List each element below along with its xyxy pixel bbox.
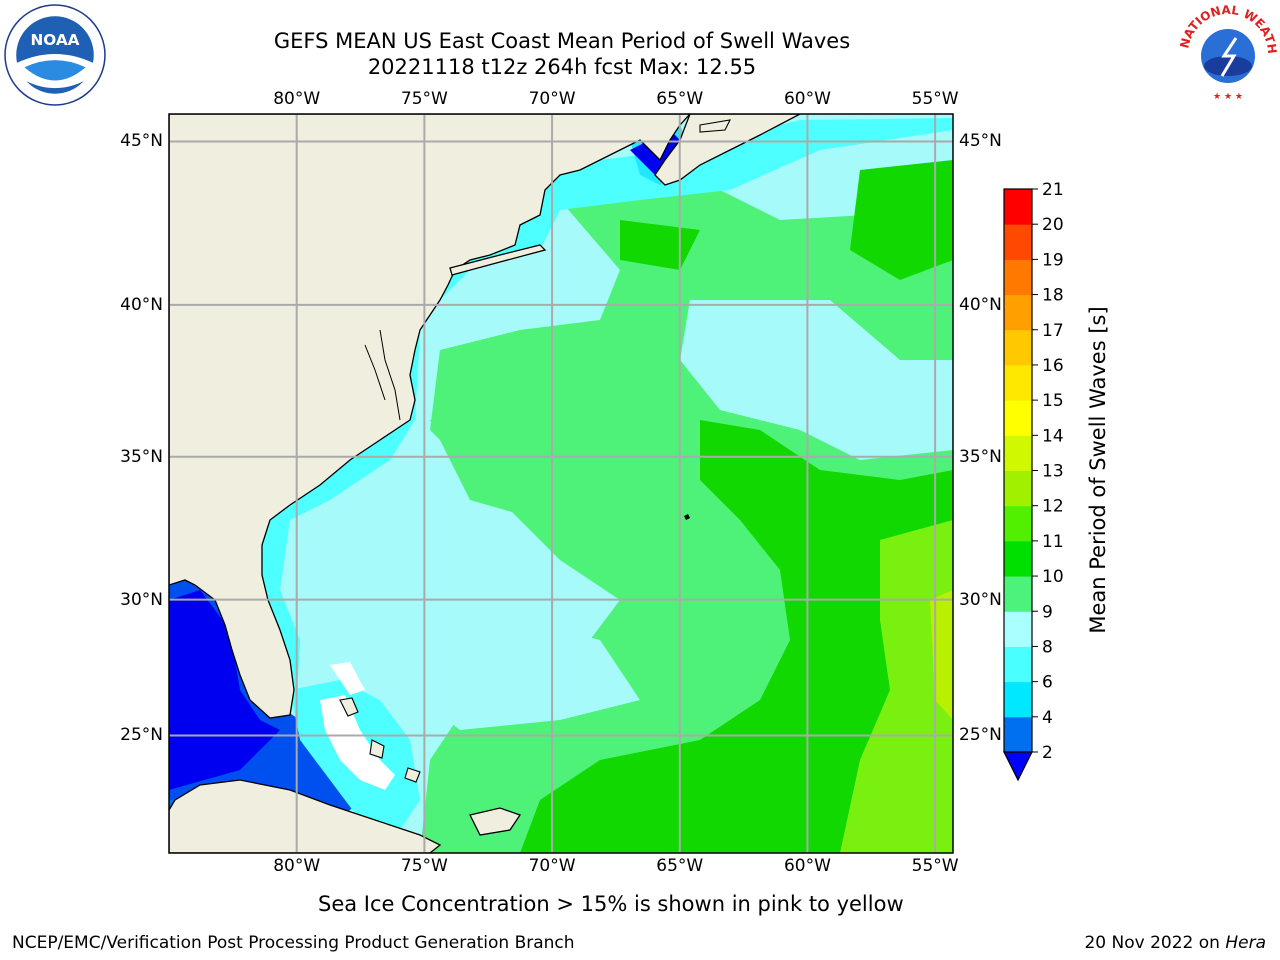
lat-label-right: 40°N: [959, 294, 1002, 315]
colorbar-swatch: [1004, 329, 1032, 366]
land-bahamas: [369, 739, 385, 759]
swell-region-yellowgreen: [840, 520, 953, 853]
colorbar-swatch: [1004, 364, 1032, 401]
swell-region-darkblue: [169, 590, 280, 790]
land-pei: [699, 119, 731, 133]
colorbar-tick-label: 9: [1042, 602, 1053, 622]
colorbar-swatch: [1004, 611, 1032, 647]
colorbar-tick-label: 14: [1042, 426, 1064, 446]
chesapeake-bay: [364, 329, 401, 421]
colorbar: 2 4 6 8 9 10 11 12 13 14 15 16 17 18 19 20 21: [1003, 180, 1064, 782]
colorbar-swatch: [1004, 716, 1032, 753]
lon-label-bottom: 80°W: [273, 856, 321, 876]
colorbar-extend-triangle: [1003, 751, 1033, 782]
swell-region-green: [430, 400, 650, 560]
land-north-america: [169, 114, 691, 719]
footer-branch: NCEP/EMC/Verification Post Processing Pr…: [12, 933, 575, 953]
colorbar-swatch: [1004, 470, 1032, 507]
lon-label-top: 60°W: [783, 89, 831, 109]
colorbar-swatch: [1004, 189, 1032, 225]
colorbar-swatch: [1004, 400, 1032, 436]
swell-region-strong: [520, 420, 953, 853]
colorbar-tick-label: 10: [1042, 567, 1064, 587]
colorbar-swatch: [1004, 259, 1032, 296]
map-frame: [168, 113, 954, 854]
svg-text:★ ★ ★: ★ ★ ★: [1213, 92, 1243, 102]
lon-label-bottom: 75°W: [400, 856, 448, 876]
nws-logo: NATIONAL WEATHER SERVICE ★ ★ ★: [1178, 4, 1278, 102]
lat-label-right: 45°N: [959, 131, 1002, 152]
colorbar-swatch: [1004, 435, 1032, 471]
lon-label-bottom: 65°W: [656, 856, 704, 876]
colorbar-tick-label: 6: [1042, 673, 1053, 693]
lon-label-bottom: 55°W: [911, 856, 959, 876]
map-subtitle: 20221118 t12z 264h fcst Max: 12.55: [367, 55, 757, 79]
colorbar-swatch: [1004, 681, 1032, 718]
colorbar-swatch: [1004, 294, 1032, 331]
graticule: [169, 114, 953, 853]
lat-label-left: 30°N: [120, 589, 163, 610]
lat-label-left: 45°N: [120, 131, 163, 152]
colorbar-tick-label: 21: [1042, 180, 1064, 200]
lat-label-left: 35°N: [120, 446, 163, 467]
lat-label-left: 25°N: [120, 725, 163, 746]
colorbar-tick-label: 17: [1042, 321, 1064, 341]
colorbar-tick-label: 15: [1042, 391, 1064, 411]
swell-region-green: [680, 300, 953, 460]
lon-label-top: 75°W: [400, 89, 448, 109]
land-hispaniola: [469, 807, 522, 836]
no-data-area: [330, 662, 365, 695]
colorbar-swatch: [1004, 540, 1032, 577]
land-bahamas: [404, 767, 421, 783]
colorbar-tick-label: 2: [1042, 743, 1053, 763]
lon-label-top: 65°W: [656, 89, 704, 109]
land-bahamas: [339, 697, 359, 717]
bermuda: [684, 514, 690, 520]
lat-label-right: 25°N: [959, 725, 1002, 746]
no-data-area: [320, 695, 395, 790]
colorbar-swatch: [1004, 224, 1032, 260]
colorbar-swatch: [1004, 646, 1032, 683]
lon-label-top: 80°W: [273, 89, 321, 109]
footer-date: 20 Nov 2022 on Hera: [1084, 933, 1266, 953]
colorbar-tick-label: 19: [1042, 250, 1064, 270]
svg-text:NOAA: NOAA: [30, 31, 79, 49]
colorbar-tick-label: 4: [1042, 708, 1053, 728]
colorbar-tick-label: 18: [1042, 286, 1064, 306]
colorbar-tick-label: 8: [1042, 637, 1053, 657]
lon-label-bottom: 70°W: [528, 856, 576, 876]
lon-label-top: 55°W: [911, 89, 959, 109]
map-title: GEFS MEAN US East Coast Mean Period of S…: [273, 29, 851, 53]
colorbar-swatch: [1004, 576, 1032, 612]
sea-ice-note: Sea Ice Concentration > 15% is shown in …: [318, 892, 904, 916]
colorbar-title: Mean Period of Swell Waves [s]: [1086, 306, 1110, 634]
colorbar-swatch: [1004, 505, 1032, 542]
colorbar-tick-label: 11: [1042, 532, 1064, 552]
lon-label-bottom: 60°W: [783, 856, 831, 876]
lat-label-right: 35°N: [959, 446, 1002, 467]
swell-region-strong: [850, 160, 953, 280]
lat-label-right: 30°N: [959, 589, 1002, 610]
lon-label-top: 70°W: [528, 89, 576, 109]
land-long-island: [449, 244, 547, 276]
noaa-logo: NOAA: [4, 4, 106, 106]
colorbar-tick-label: 16: [1042, 356, 1064, 376]
colorbar-tick-label: 20: [1042, 215, 1064, 235]
land-cuba: [169, 779, 442, 853]
footer-host: Hera: [1225, 933, 1266, 953]
lat-label-left: 40°N: [120, 294, 163, 315]
colorbar-tick-label: 13: [1042, 462, 1064, 482]
colorbar-tick-label: 12: [1042, 497, 1064, 517]
